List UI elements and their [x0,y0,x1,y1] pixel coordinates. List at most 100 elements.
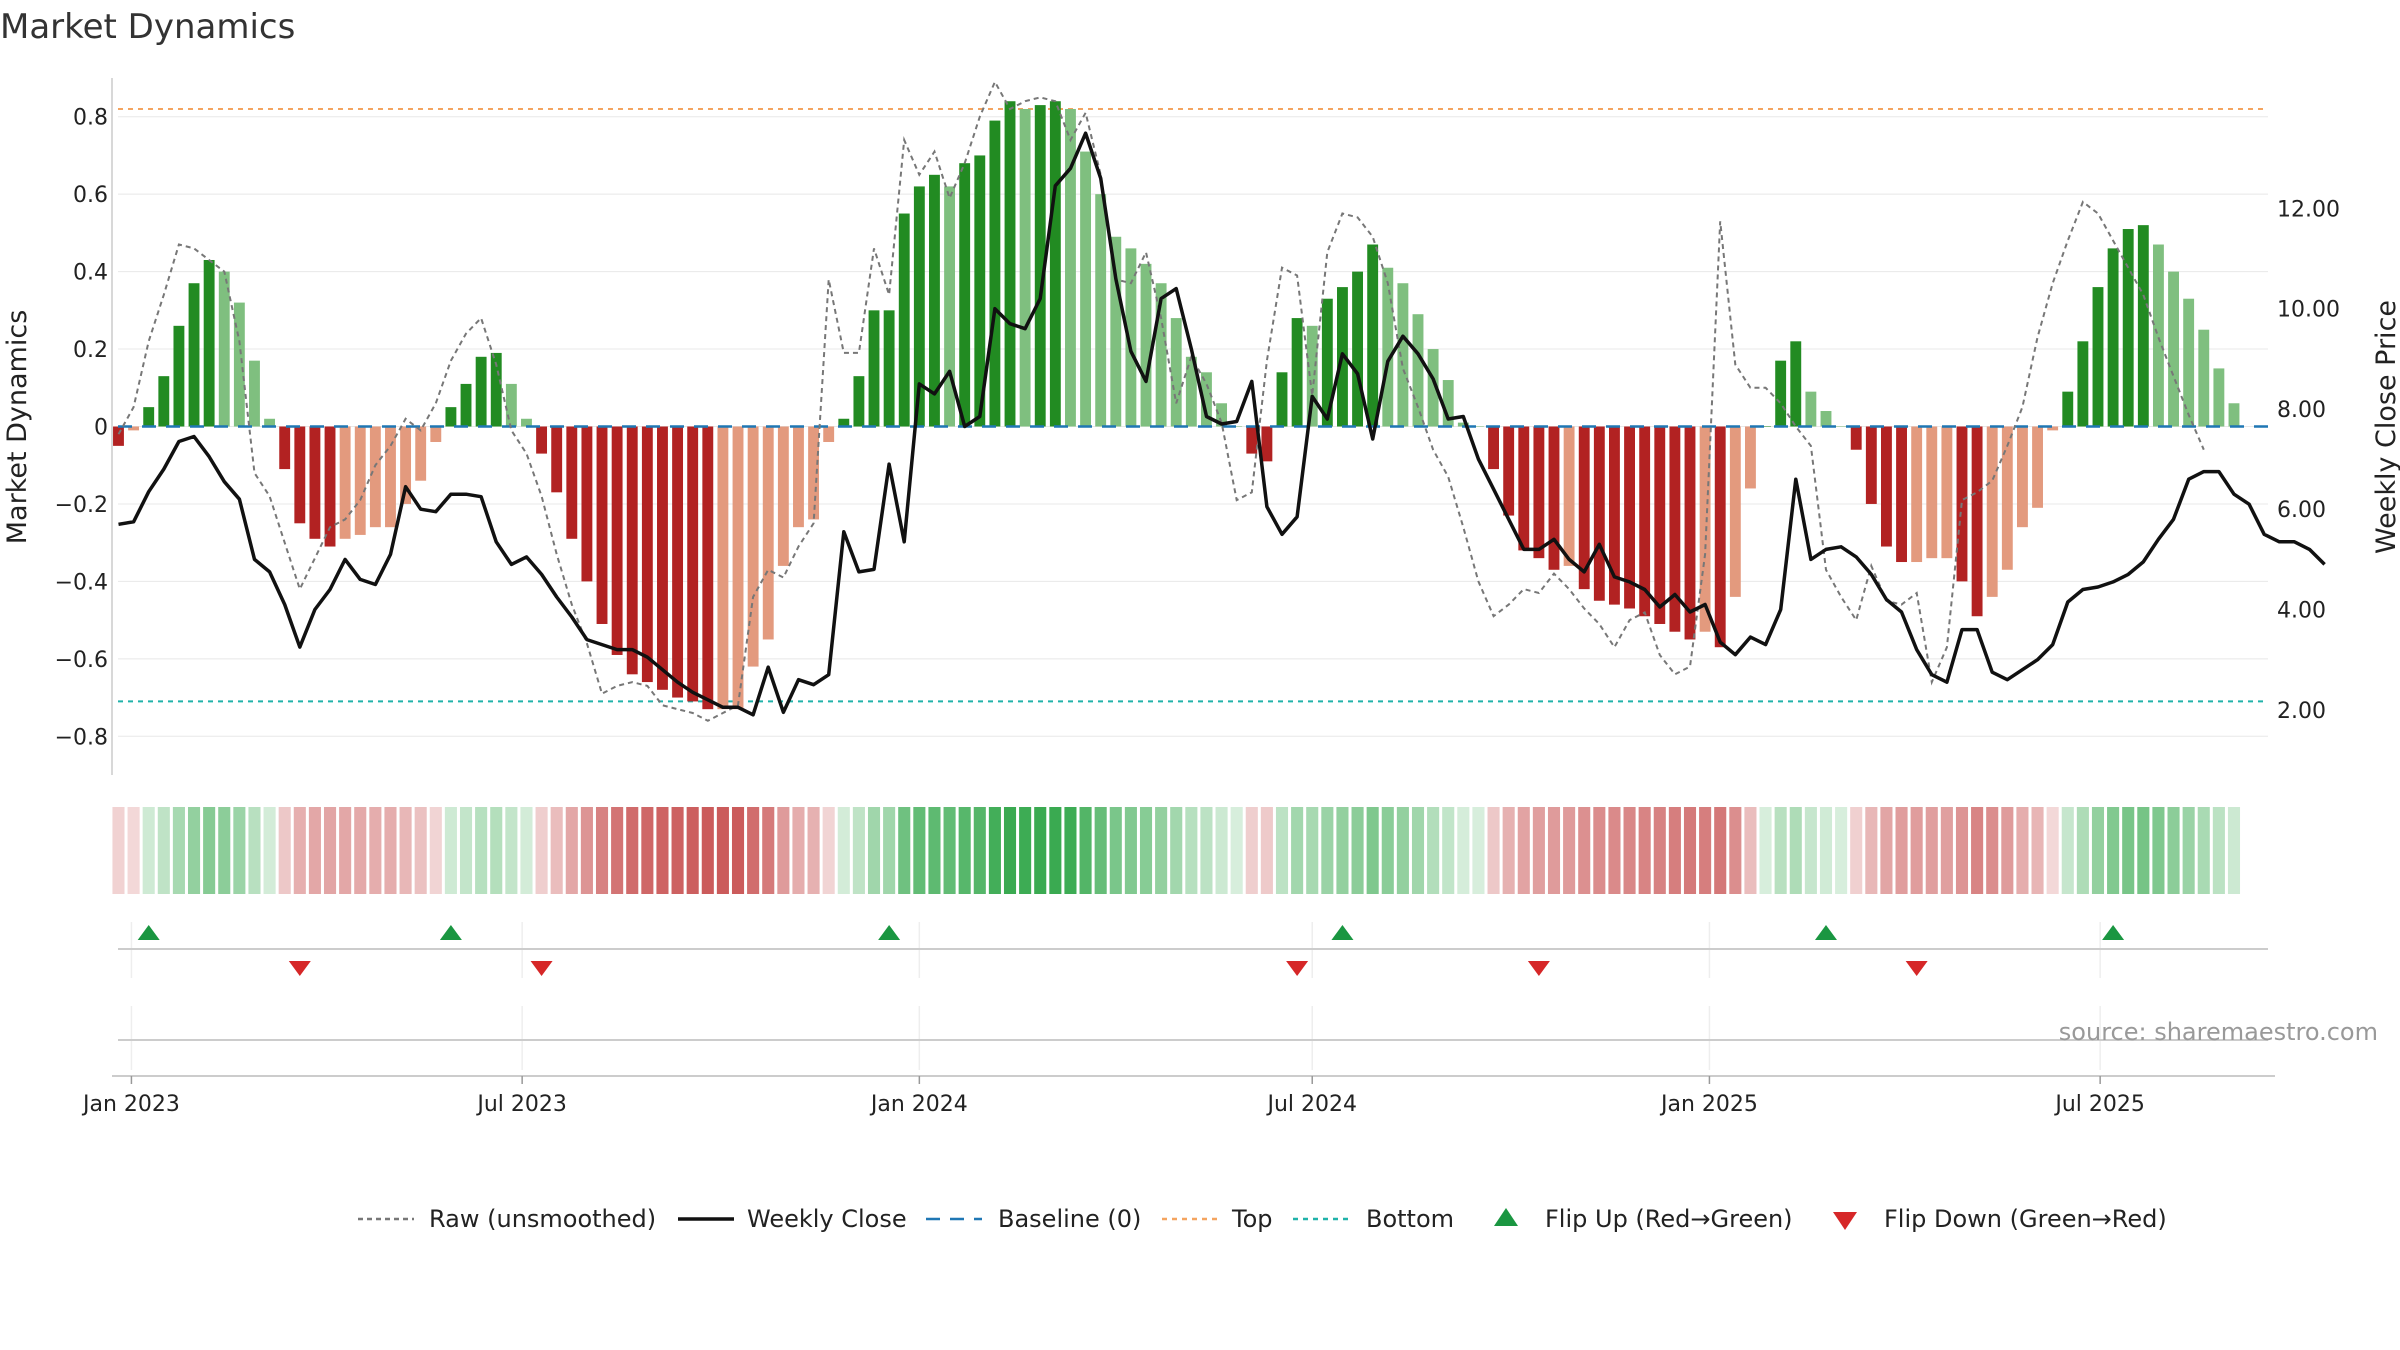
heat-cell [1608,807,1621,894]
heat-cell [792,807,805,894]
dynamics-bar [929,174,940,427]
dynamics-bar [1941,426,1953,559]
dynamics-bar [430,426,442,442]
flip-up-marker [137,925,160,940]
dynamics-bar [2228,403,2240,427]
y-tick-label: −0.6 [55,648,108,673]
dynamics-bar [1745,426,1756,489]
y-tick-label: 0.8 [73,106,108,131]
heat-cell [1230,807,1243,894]
heat-cell [1381,807,1394,894]
heat-cell [1245,807,1258,894]
dynamics-bar [762,426,774,640]
heat-cell [1170,807,1183,894]
dynamics-bar [1563,426,1575,566]
heat-cell [1366,807,1379,894]
heat-cell [1306,807,1319,894]
dynamics-bar [1457,422,1469,427]
dynamics-bar [2032,426,2043,508]
heat-cell [308,807,321,894]
flip-marker-panel [118,922,2268,978]
heat-cell [837,807,850,894]
dynamics-bar [1185,356,1197,427]
dynamics-bar [853,376,865,427]
heat-cell [2016,807,2029,894]
y-tick-label: 0.4 [73,261,108,286]
heat-cell [354,807,367,894]
dynamics-bar [173,325,185,427]
dynamics-bar [1155,283,1167,427]
y-tick-label: −0.8 [55,725,108,750]
heat-cell [580,807,593,894]
heat-cell [142,807,155,894]
dynamics-bar [233,302,245,427]
heat-cell [339,807,352,894]
heat-cell [2001,807,2014,894]
x-tick-label: Jan 2023 [81,1092,180,1117]
dynamics-bar [2198,329,2210,427]
heat-cell [2091,807,2105,894]
dynamics-bar [113,426,124,446]
flip-down-marker [1527,961,1550,976]
legend-item-baseline: Baseline (0) [926,1205,1141,1233]
heat-cell [1215,807,1228,894]
flip-down-marker [1286,961,1309,976]
dynamics-bar [1216,403,1228,427]
y2-tick-label: 6.00 [2277,498,2326,523]
dynamics-bar [974,155,986,427]
dynamics-bar [294,426,306,524]
dynamics-bar [1760,426,1771,427]
legend-item-raw: Raw (unsmoothed) [358,1205,656,1233]
dynamics-bar [536,426,548,454]
heat-cell [1744,807,1757,894]
heat-cell [716,807,729,894]
dynamics-bar [1805,391,1817,427]
heat-cell [898,807,911,894]
dynamics-bar [1729,426,1741,597]
dynamics-bar [1095,194,1107,427]
legend-item-bottom: Bottom [1293,1205,1454,1233]
heat-cell [1094,807,1107,894]
dynamics-bar [959,163,971,427]
heat-cell [928,807,941,894]
dynamics-bar [2092,287,2104,427]
dynamics-bar [808,426,820,520]
dynamics-bar [521,418,532,427]
flip-up-marker [2102,925,2125,940]
dynamics-bar [1442,380,1454,427]
dynamics-bar [2152,244,2164,427]
dynamics-bar [264,418,276,427]
legend: Raw (unsmoothed) Weekly Close Baseline (0)… [358,1205,2167,1233]
dynamics-bar [249,360,260,427]
dynamics-bar [2122,229,2134,427]
flip-down-marker [288,961,311,976]
dynamics-bar [1624,426,1635,609]
legend-item-flip-up: Flip Up (Red→Green) [1494,1205,1793,1233]
x-ticks: Jan 2023 Jul 2023 Jan 2024 Jul 2024 Jan 2025… [81,1076,2145,1117]
dynamics-bar [1880,426,1892,547]
heat-cell [1699,807,1712,894]
heat-cell [459,807,473,894]
dynamics-bar [1775,360,1787,427]
dynamics-bar [2168,271,2179,427]
dynamics-bar [1049,101,1061,427]
heat-cell [384,807,397,894]
dynamics-bar [2137,225,2149,427]
dynamics-bar [626,426,638,675]
dynamics-bar [1382,267,1394,427]
legend-item-close: Weekly Close [678,1205,907,1233]
dynamics-bar [400,426,412,504]
flip-down-marker [530,961,553,976]
heat-cell [399,807,412,894]
heat-cell [1351,807,1364,894]
dynamics-bar [1699,426,1711,632]
dynamics-bar [2062,391,2074,427]
heat-cell [1457,807,1470,894]
heat-cell [1578,807,1591,894]
heat-cell [1275,807,1289,894]
heat-cell [2076,807,2089,894]
dynamics-bar [777,426,789,566]
heat-cell [535,807,548,894]
heat-cell [565,807,578,894]
dynamics-bar [717,426,729,710]
